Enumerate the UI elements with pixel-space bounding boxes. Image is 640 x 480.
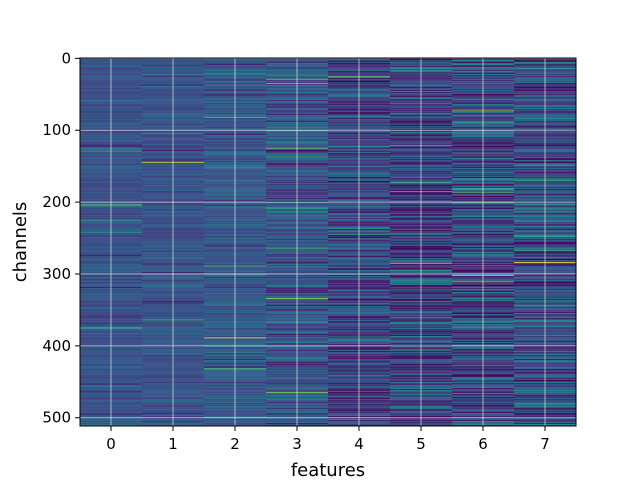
y-tick-label: 300 — [42, 265, 71, 283]
plot-frame — [79, 57, 577, 427]
x-tick-label: 6 — [478, 435, 488, 453]
x-tick-label: 5 — [416, 435, 426, 453]
x-tick-label: 3 — [292, 435, 302, 453]
x-tick-label: 4 — [354, 435, 364, 453]
x-axis-ticks: 0 1 2 3 4 5 6 7 — [106, 426, 550, 453]
grid-lines — [80, 57, 576, 426]
y-tick-label: 200 — [42, 193, 71, 211]
y-tick-label: 400 — [42, 337, 71, 355]
y-axis-label: channels — [10, 202, 31, 283]
x-tick-label: 2 — [230, 435, 240, 453]
x-axis-label: features — [291, 460, 365, 480]
heatmap-cells — [80, 58, 577, 427]
y-axis-ticks: 0 100 200 300 400 500 — [42, 49, 80, 427]
x-tick-label: 1 — [168, 435, 178, 453]
y-tick-label: 100 — [42, 121, 71, 139]
y-tick-label: 0 — [61, 49, 71, 67]
y-tick-label: 500 — [42, 409, 71, 427]
x-tick-label: 7 — [540, 435, 550, 453]
x-tick-label: 0 — [106, 435, 116, 453]
